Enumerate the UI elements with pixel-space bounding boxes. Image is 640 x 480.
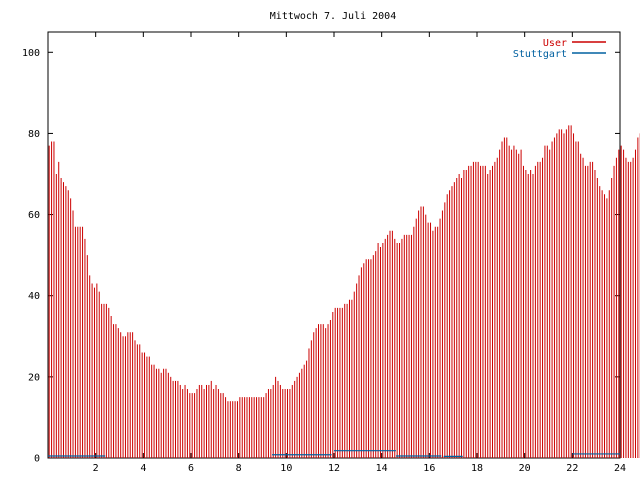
x-tick-label: 12 [328,463,340,474]
y-tick-label: 20 [28,372,40,383]
x-tick-label: 8 [236,463,242,474]
x-tick-label: 22 [566,463,578,474]
x-tick-label: 6 [188,463,194,474]
y-tick-label: 60 [28,210,40,221]
x-tick-label: 4 [140,463,146,474]
stuttgart-series-bars [48,450,620,457]
y-tick-label: 40 [28,291,40,302]
y-tick-label: 0 [34,454,40,465]
x-tick-label: 16 [423,463,435,474]
user-series-bars [48,125,640,458]
x-axis-ticks: 2 4 6 8 10 12 14 16 18 20 22 24 [93,32,626,474]
x-tick-label: 2 [93,463,99,474]
x-tick-label: 20 [519,463,531,474]
legend-label-user: User [543,38,567,49]
chart-title: Mittwoch 7. Juli 2004 [270,11,396,22]
x-tick-label: 10 [280,463,292,474]
x-tick-label: 18 [471,463,483,474]
x-tick-label: 24 [614,463,626,474]
y-tick-label: 100 [22,48,40,59]
legend-label-stuttgart: Stuttgart [513,49,567,60]
y-axis-ticks: 0 20 40 60 80 100 [22,48,620,465]
x-tick-label: 14 [376,463,388,474]
plot-area-border [47,31,621,459]
y-tick-label: 80 [28,129,40,140]
legend: User Stuttgart [513,38,606,60]
